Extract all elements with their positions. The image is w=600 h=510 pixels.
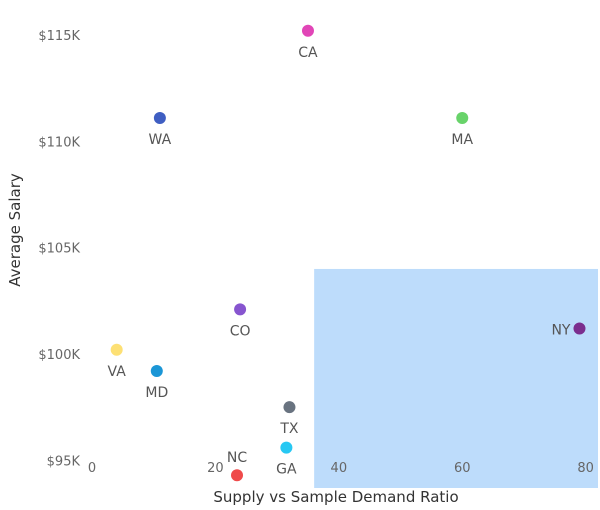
y-axis-ticks: $95K $100K $105K $110K $115K (38, 29, 80, 469)
data-points: CA WA MA CO NY VA MD TX GA NC (108, 24, 586, 482)
x-tick-label: 60 (454, 461, 471, 476)
data-label-nc: NC (227, 450, 247, 466)
data-label-va: VA (108, 364, 127, 380)
data-point-wa (153, 111, 166, 124)
x-tick-label: 20 (207, 461, 224, 476)
data-point-va (110, 343, 123, 356)
highlight-region (314, 268, 598, 488)
y-tick-label: $105K (38, 242, 80, 257)
data-point-ma (456, 111, 469, 124)
data-label-ca: CA (298, 45, 318, 61)
data-point-md (150, 365, 163, 378)
data-point-co (234, 303, 247, 316)
data-point-ny (573, 322, 586, 335)
y-axis-title: Average Salary (6, 173, 24, 287)
data-label-wa: WA (149, 132, 172, 148)
x-tick-label: 80 (577, 461, 594, 476)
data-point-nc (231, 469, 244, 482)
data-label-md: MD (145, 385, 168, 401)
data-label-ga: GA (276, 462, 297, 478)
y-tick-label: $115K (38, 29, 80, 44)
y-tick-label: $95K (47, 454, 81, 469)
data-label-ma: MA (451, 132, 473, 148)
data-label-co: CO (230, 323, 251, 339)
data-point-ca (301, 24, 314, 37)
y-tick-label: $100K (38, 348, 80, 363)
data-point-tx (283, 401, 296, 414)
x-tick-label: 0 (88, 461, 96, 476)
x-axis-ticks: 0 20 40 60 80 (88, 461, 594, 476)
x-axis-title: Supply vs Sample Demand Ratio (213, 488, 458, 506)
y-tick-label: $110K (38, 135, 80, 150)
data-label-ny: NY (551, 322, 570, 338)
data-point-ga (280, 441, 293, 454)
x-tick-label: 40 (331, 461, 348, 476)
data-label-tx: TX (279, 421, 299, 437)
